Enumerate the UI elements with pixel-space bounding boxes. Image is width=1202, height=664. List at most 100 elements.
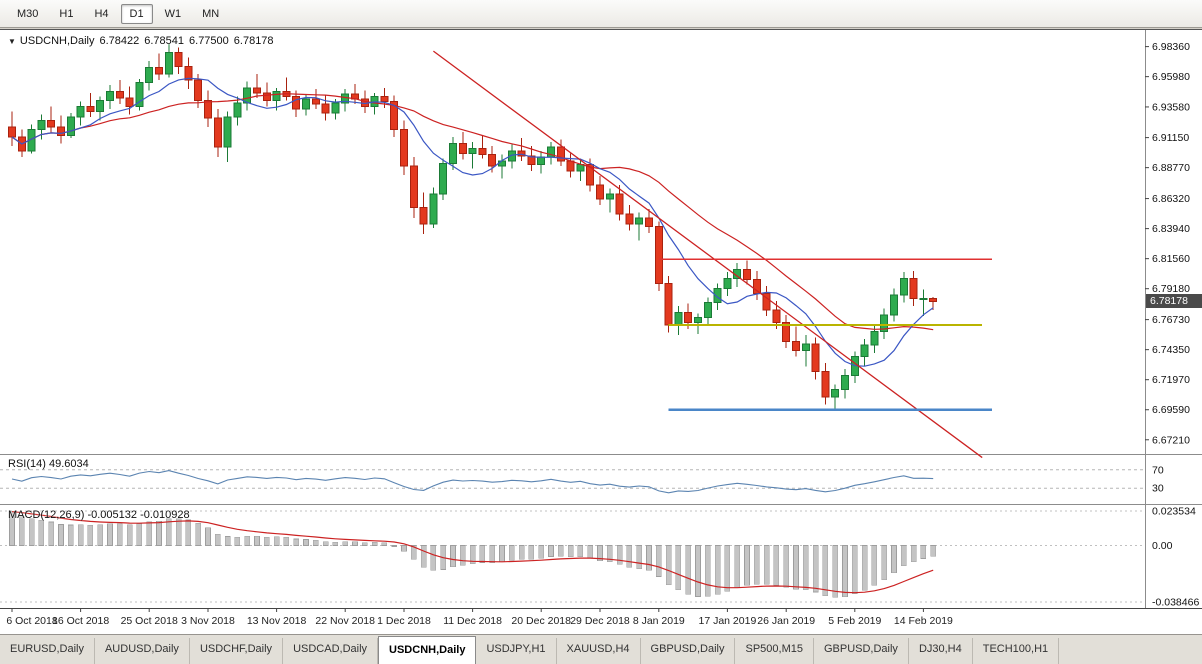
tab-xauusd-h4[interactable]: XAUUSD,H4 [557, 638, 641, 664]
candle-up [919, 297, 928, 300]
timeframe-button-m30[interactable]: M30 [17, 7, 39, 20]
candle-up [106, 91, 114, 101]
candle-up [439, 162, 448, 195]
macd-bar [499, 545, 505, 563]
candle-up [723, 277, 732, 289]
tab-dj30-h4[interactable]: DJ30,H4 [909, 638, 973, 664]
macd-bar [401, 545, 407, 552]
tab-usdjpy-h1[interactable]: USDJPY,H1 [476, 638, 557, 664]
macd-bar [371, 542, 378, 546]
candle-up [223, 116, 232, 148]
svg-text:6.76730: 6.76730 [1152, 314, 1190, 326]
svg-text:6.79180: 6.79180 [1152, 283, 1190, 295]
tab-gbpusd-daily-2[interactable]: GBPUSD,Daily [814, 638, 909, 664]
macd-bar [900, 545, 907, 567]
ma-slow-line [11, 93, 934, 331]
descending-trendline[interactable] [433, 50, 983, 459]
date-label: 1 Dec 2018 [377, 615, 431, 627]
tab-usdcnh-daily[interactable]: USDCNH,Daily [378, 636, 477, 664]
candle-down [409, 165, 418, 209]
candle-down [213, 117, 222, 148]
macd-bar [802, 545, 809, 590]
macd-bar [528, 545, 535, 560]
candle-up [243, 87, 252, 104]
macd-bar [126, 524, 133, 546]
macd-bar [577, 545, 584, 557]
chart-window[interactable]: 6.98360 6.95980 6.93580 6.91150 6.88770 6.863… [0, 29, 1202, 634]
candle-up [507, 150, 516, 162]
macd-bar [567, 545, 574, 558]
price-chart[interactable]: 6.98360 6.95980 6.93580 6.91150 6.88770 6.863… [0, 30, 1202, 635]
macd-bar [842, 545, 848, 598]
timeframe-button-h1[interactable]: H1 [59, 7, 74, 20]
timeframe-button-w1[interactable]: W1 [164, 7, 182, 20]
tab-gbpusd-daily[interactable]: GBPUSD,Daily [641, 638, 736, 664]
candle-up [576, 164, 585, 172]
svg-text:6.74350: 6.74350 [1152, 344, 1190, 356]
candle-up [76, 106, 85, 118]
rsi-line [11, 470, 934, 494]
macd-bar [724, 545, 731, 592]
tab-eurusd-daily[interactable]: EURUSD,Daily [0, 638, 95, 664]
candle-down [772, 309, 781, 324]
candle-down [909, 277, 918, 300]
candle-down [292, 96, 301, 110]
timeframe-button-mn[interactable]: MN [202, 7, 220, 20]
chart-tabs-bar: EURUSD,Daily AUDUSD,Daily USDCHF,Daily U… [0, 634, 1202, 664]
candle-down [194, 79, 203, 101]
date-label: 5 Feb 2019 [828, 615, 881, 627]
candle-up [890, 294, 898, 316]
macd-bar [97, 524, 103, 546]
macd-bar [636, 545, 643, 569]
timeframe-button-d1[interactable]: D1 [120, 3, 153, 24]
svg-text:0.023534: 0.023534 [1152, 506, 1196, 518]
macd-bar [450, 545, 456, 568]
candle-down [586, 164, 595, 186]
macd-bar [489, 545, 496, 563]
date-label: 6 Oct 2018 [6, 615, 58, 627]
macd-bar [763, 545, 770, 585]
ohlc-open-value: 6.78422 [99, 35, 140, 47]
macd-bar [920, 545, 927, 559]
macd-bar [626, 545, 633, 568]
macd-bar [361, 542, 368, 546]
tab-audusd-daily[interactable]: AUDUSD,Daily [95, 638, 190, 664]
svg-text:6.95980: 6.95980 [1152, 71, 1190, 83]
macd-bar [459, 545, 466, 566]
candle-up [801, 343, 810, 351]
macd-bar [685, 545, 692, 595]
rsi-panel: 70 30 [0, 464, 1164, 495]
macd-bar [156, 520, 162, 546]
candle-down [566, 160, 575, 172]
tab-usdchf-daily[interactable]: USDCHF,Daily [190, 638, 284, 664]
timeframe-button-h4[interactable]: H4 [94, 7, 109, 20]
macd-bar [783, 545, 790, 588]
tab-usdcad-daily[interactable]: USDCAD,Daily [283, 638, 379, 664]
candle-up [145, 67, 154, 84]
tab-sp500-m15[interactable]: SP500,M15 [735, 638, 814, 664]
macd-bar [283, 537, 290, 546]
candle-down [762, 292, 771, 311]
date-label: 11 Dec 2018 [443, 615, 502, 627]
candle-up [674, 311, 683, 326]
macd-bar [469, 545, 476, 564]
macd-bar [136, 523, 143, 546]
candle-up [302, 98, 310, 110]
candle-up [880, 314, 889, 332]
macd-bar [146, 521, 152, 546]
macd-bar [38, 519, 45, 546]
candle-down [596, 184, 604, 200]
tab-tech100-h1[interactable]: TECH100,H1 [973, 638, 1060, 664]
macd-bar [744, 545, 750, 586]
macd-bar [597, 545, 603, 561]
macd-bar [28, 518, 35, 546]
candle-up [635, 217, 644, 225]
timeframe-toolbar: M30 H1 H4 D1 W1 MN [0, 0, 1202, 28]
macd-bar [117, 523, 123, 546]
candle-down [174, 51, 183, 67]
macd-bar [234, 536, 241, 546]
candle-down [645, 217, 653, 228]
chart-dropdown-icon[interactable]: ▼ [8, 37, 16, 46]
macd-bar [851, 545, 858, 595]
candle-down [458, 142, 467, 154]
